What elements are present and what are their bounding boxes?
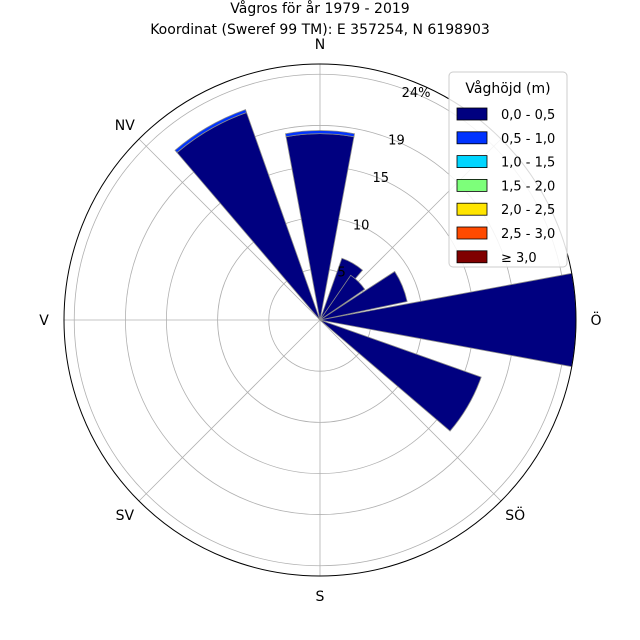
legend-label: 1,0 - 1,5	[501, 156, 555, 171]
legend-label: 0,0 - 0,5	[501, 108, 555, 123]
direction-label: SÖ	[505, 506, 525, 524]
direction-label: SV	[116, 508, 135, 524]
legend-swatch	[456, 226, 488, 240]
polar-frame	[63, 63, 577, 577]
radial-tick-label: 24%	[402, 86, 431, 101]
direction-labels: N NV V SV S SÖ Ö	[39, 37, 601, 605]
radial-tick-label: 5	[337, 266, 345, 281]
radial-tick-label: 15	[373, 171, 390, 186]
direction-label: N	[315, 37, 325, 53]
legend-swatch	[456, 131, 488, 145]
bars-group	[174, 109, 577, 432]
legend-label: ≥ 3,0	[501, 251, 537, 266]
chart-title: Vågros för år 1979 - 2019	[230, 0, 409, 17]
legend-label: 2,0 - 2,5	[501, 203, 555, 218]
legend-label: 1,5 - 2,0	[501, 179, 555, 194]
direction-label: NV	[115, 118, 135, 134]
legend-swatch	[456, 155, 488, 169]
bar-segment	[285, 130, 355, 138]
legend-frame	[448, 71, 568, 268]
bar-segment	[174, 109, 248, 154]
grid-spoke	[138, 319, 321, 502]
direction-label: V	[39, 313, 49, 329]
chart-subtitle: Koordinat (Sweref 99 TM): E 357254, N 61…	[150, 22, 490, 38]
grid-spoke	[319, 319, 502, 502]
bar-segment	[319, 274, 366, 321]
legend-title: Våghöjd (m)	[465, 80, 550, 97]
legend: Våghöjd (m) 0,0 - 0,5 0,5 - 1,0 1,0 - 1,5 1…	[448, 71, 568, 268]
legend-swatch	[456, 202, 488, 216]
direction-label: Ö	[590, 311, 601, 329]
direction-label: S	[316, 589, 325, 605]
legend-swatch	[456, 107, 488, 121]
legend-label: 2,5 - 3,0	[501, 227, 555, 242]
legend-label: 0,5 - 1,0	[501, 132, 555, 147]
radial-tick-label: 10	[353, 218, 370, 233]
bar-segment	[319, 270, 408, 321]
radial-tick-labels: 5 10 15 19 24%	[337, 86, 430, 281]
legend-swatch	[456, 178, 488, 192]
radial-tick-label: 19	[388, 133, 405, 148]
bar-segment	[319, 319, 482, 432]
grid-spoke	[138, 138, 321, 321]
legend-swatch	[456, 250, 488, 264]
